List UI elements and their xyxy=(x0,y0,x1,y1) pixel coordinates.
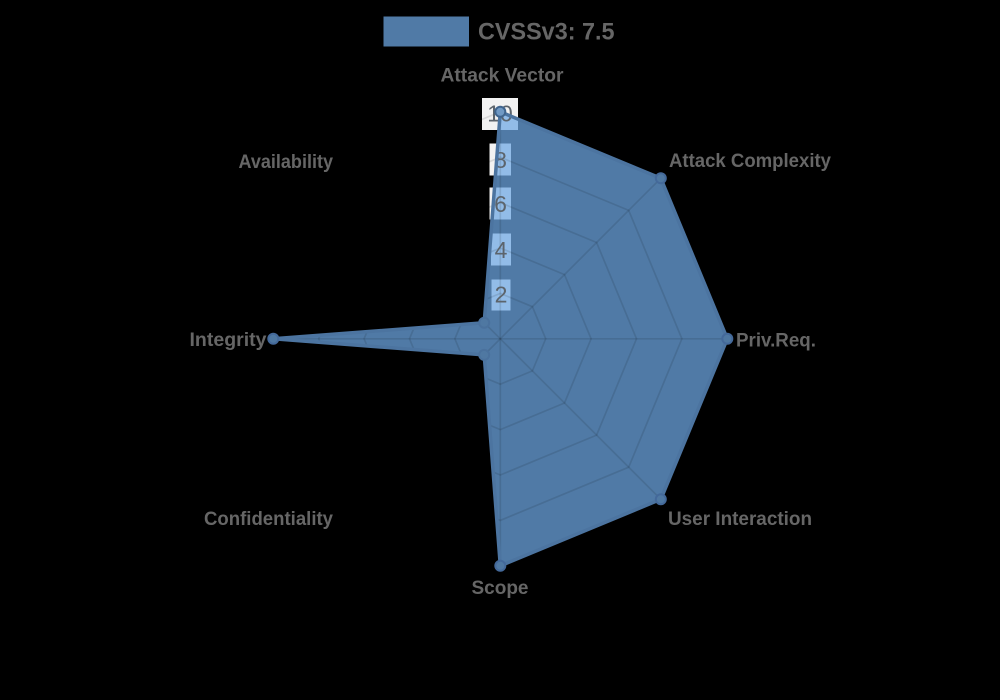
svg-text:6: 6 xyxy=(494,191,507,217)
svg-text:Scope: Scope xyxy=(472,578,529,599)
svg-text:Priv.Req.: Priv.Req. xyxy=(736,331,816,352)
svg-text:4: 4 xyxy=(495,237,508,263)
svg-text:Confidentiality: Confidentiality xyxy=(204,509,333,530)
svg-text:CVSSv3: 7.5: CVSSv3: 7.5 xyxy=(478,19,615,46)
svg-text:2: 2 xyxy=(495,282,508,308)
svg-text:Availability: Availability xyxy=(239,152,334,173)
svg-text:Integrity: Integrity xyxy=(190,330,267,351)
svg-text:User Interaction: User Interaction xyxy=(668,509,812,530)
svg-text:Attack Complexity: Attack Complexity xyxy=(669,151,831,172)
svg-text:Attack Vector: Attack Vector xyxy=(441,66,565,87)
